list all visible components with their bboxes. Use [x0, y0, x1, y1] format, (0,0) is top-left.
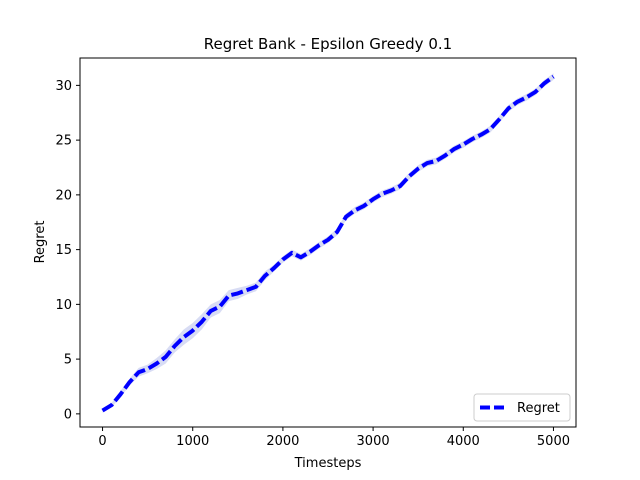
y-tick-label: 5 — [64, 353, 72, 368]
series-regret-band — [102, 73, 554, 413]
y-tick-label: 25 — [55, 134, 72, 149]
legend-box — [473, 393, 571, 422]
legend: Regret — [473, 393, 571, 422]
x-tick-label: 0 — [98, 434, 106, 449]
y-tick-label: 0 — [64, 407, 72, 422]
y-tick-label: 20 — [55, 188, 72, 203]
x-tick-label: 5000 — [537, 434, 570, 449]
plot-area — [101, 73, 555, 413]
chart-title: Regret Bank - Epsilon Greedy 0.1 — [204, 35, 452, 53]
x-tick-label: 1000 — [176, 434, 209, 449]
legend-label-regret: Regret — [517, 401, 560, 416]
y-tick-label: 10 — [55, 298, 72, 313]
x-axis: 0 1000 2000 3000 4000 5000 — [98, 427, 570, 449]
y-axis-label: Regret — [33, 221, 48, 264]
y-axis: 0 5 10 15 20 25 30 — [55, 79, 80, 422]
y-tick-label: 30 — [55, 79, 72, 94]
x-tick-label: 3000 — [357, 434, 390, 449]
series-regret-line — [101, 74, 555, 413]
x-axis-label: Timesteps — [294, 456, 362, 471]
x-tick-label: 4000 — [447, 434, 480, 449]
plot-frame — [79, 57, 577, 428]
y-tick-label: 15 — [55, 243, 72, 258]
x-tick-label: 2000 — [266, 434, 299, 449]
